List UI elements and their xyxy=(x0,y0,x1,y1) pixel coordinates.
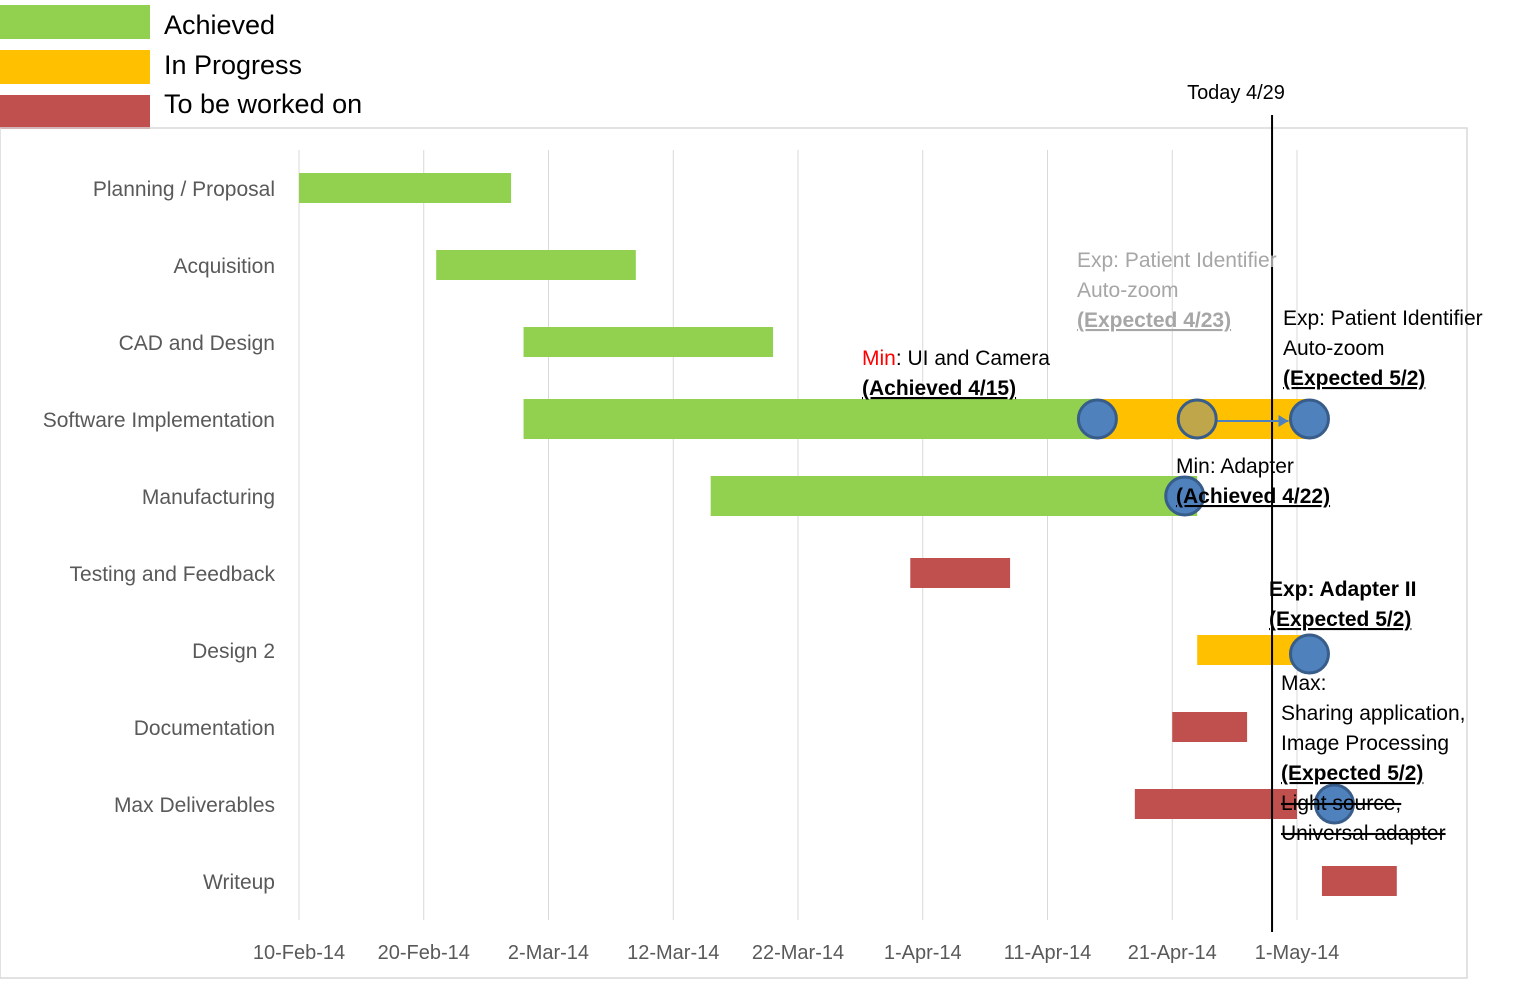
task-label: Max Deliverables xyxy=(114,794,275,817)
plot-area-border xyxy=(0,127,1468,979)
annotation-ui-camera: Min: UI and Camera (Achieved 4/15) xyxy=(862,347,1050,400)
task-bar-to-be-worked-on xyxy=(1172,712,1248,742)
annotation-max: Max: Sharing application, Image Processi… xyxy=(1281,672,1465,845)
task-label: Documentation xyxy=(134,717,275,740)
annotation-patient-identifier-old: Exp: Patient Identifier Auto-zoom (Expec… xyxy=(1077,249,1277,332)
annotation-max-status: (Expected 5/2) xyxy=(1281,762,1423,785)
legend-swatch-achieved xyxy=(0,5,150,39)
milestone-shift-arrow xyxy=(1216,415,1289,427)
legend-swatch-in-progress xyxy=(0,50,150,84)
x-tick-label: 12-Mar-14 xyxy=(627,942,719,964)
task-bar-achieved xyxy=(436,250,636,280)
x-axis-tick-labels: 10-Feb-14 20-Feb-14 2-Mar-14 12-Mar-14 22-Ma… xyxy=(253,942,1339,964)
annotation-patient-old-line1: Exp: Patient Identifier xyxy=(1077,249,1277,272)
milestone-marker xyxy=(1176,398,1218,440)
milestone-marker xyxy=(1288,633,1330,675)
annotation-patient-identifier-new: Exp: Patient Identifier Auto-zoom (Expec… xyxy=(1283,307,1483,390)
annotation-adapter-2: Exp: Adapter II (Expected 5/2) xyxy=(1269,578,1416,631)
x-tick-label: 2-Mar-14 xyxy=(508,942,589,964)
task-bar-to-be-worked-on xyxy=(1321,866,1397,896)
annotation-ui-camera-status: (Achieved 4/15) xyxy=(862,377,1016,400)
annotation-adapter: Min: Adapter (Achieved 4/22) xyxy=(1176,455,1330,508)
task-bar-to-be-worked-on xyxy=(910,558,1011,588)
legend-label-in-progress: In Progress xyxy=(164,50,303,80)
task-label: Design 2 xyxy=(192,640,275,663)
x-tick-label: 20-Feb-14 xyxy=(378,942,470,964)
task-label: CAD and Design xyxy=(119,332,275,355)
task-bar-achieved xyxy=(523,327,774,357)
task-bar-achieved xyxy=(299,173,512,203)
annotation-max-struck2: Universal adapter xyxy=(1281,822,1446,845)
task-label: Software Implementation xyxy=(43,409,275,432)
annotation-adapter-status: (Achieved 4/22) xyxy=(1176,485,1330,508)
annotation-adapter-title: Min: Adapter xyxy=(1176,455,1294,478)
x-tick-label: 1-May-14 xyxy=(1255,942,1339,964)
x-tick-label: 1-Apr-14 xyxy=(884,942,962,964)
legend-label-to-be-worked-on: To be worked on xyxy=(164,89,363,119)
task-label: Testing and Feedback xyxy=(70,563,276,586)
legend-label-achieved: Achieved xyxy=(164,10,276,40)
annotation-adapter2-title: Exp: Adapter II xyxy=(1269,578,1416,601)
today-marker: Today 4/29 xyxy=(1187,82,1285,932)
gridlines xyxy=(298,150,1298,920)
legend-swatch-to-be-worked-on xyxy=(0,95,150,129)
task-bar-achieved xyxy=(710,476,1198,516)
x-tick-label: 21-Apr-14 xyxy=(1128,942,1217,964)
annotation-min-prefix: Min xyxy=(862,347,896,370)
annotation-ui-camera-text: : UI and Camera xyxy=(896,347,1050,370)
annotation-max-line1: Max: xyxy=(1281,672,1327,695)
annotation-max-struck1: Light source, xyxy=(1281,792,1401,815)
annotation-patient-new-line2: Auto-zoom xyxy=(1283,337,1385,360)
arrow-head xyxy=(1278,415,1289,427)
x-tick-label: 10-Feb-14 xyxy=(253,942,345,964)
task-label: Acquisition xyxy=(173,255,275,278)
legend-item-to-be-worked-on: To be worked on xyxy=(0,89,400,129)
annotation-patient-old-line2: Auto-zoom xyxy=(1077,279,1179,302)
task-bars xyxy=(299,173,1397,896)
x-tick-label: 22-Mar-14 xyxy=(752,942,844,964)
task-labels: Planning / Proposal Acquisition CAD and De… xyxy=(43,178,276,894)
milestone-marker xyxy=(1164,475,1206,517)
task-bar-to-be-worked-on xyxy=(1134,789,1297,819)
annotation-adapter2-status: (Expected 5/2) xyxy=(1269,608,1411,631)
task-label: Manufacturing xyxy=(142,486,275,509)
milestone-marker xyxy=(1313,783,1355,825)
task-bar-achieved xyxy=(523,399,1098,439)
task-label: Writeup xyxy=(203,871,275,894)
annotation-patient-new-status: (Expected 5/2) xyxy=(1283,367,1425,390)
annotation-ui-camera-title: Min: UI and Camera xyxy=(862,347,1050,370)
annotation-patient-new-line1: Exp: Patient Identifier xyxy=(1283,307,1483,330)
legend-item-in-progress: In Progress xyxy=(0,50,400,84)
today-label: Today 4/29 xyxy=(1187,82,1285,104)
legend-item-achieved: Achieved xyxy=(0,5,400,40)
milestones xyxy=(1076,398,1355,825)
milestone-marker xyxy=(1288,398,1330,440)
annotation-patient-old-status: (Expected 4/23) xyxy=(1077,309,1231,332)
annotation-max-line3: Image Processing xyxy=(1281,732,1449,755)
milestone-marker xyxy=(1076,398,1118,440)
annotation-max-line2: Sharing application, xyxy=(1281,702,1465,725)
task-label: Planning / Proposal xyxy=(93,178,275,201)
x-tick-label: 11-Apr-14 xyxy=(1004,942,1091,964)
